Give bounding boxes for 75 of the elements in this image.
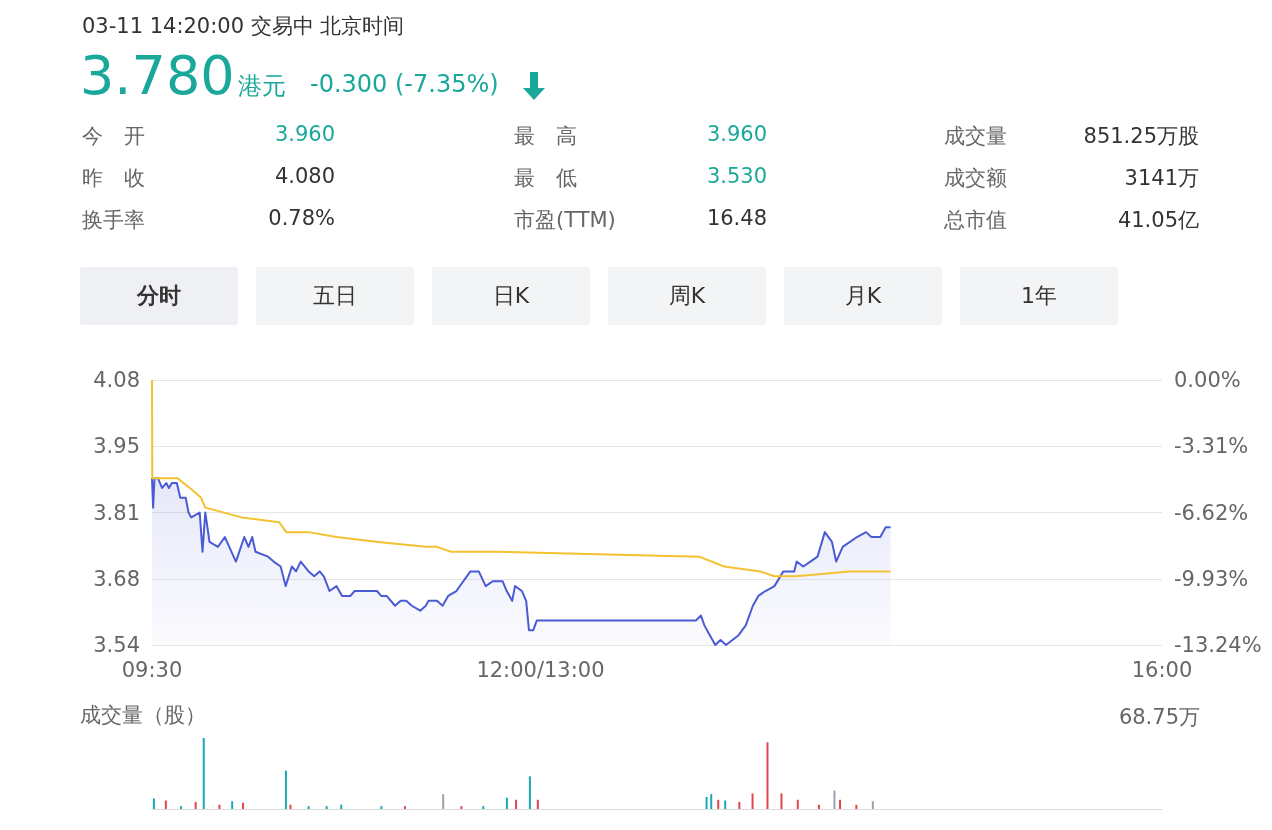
text: 03-11 14:20:00 交易中 北京时间 bbox=[82, 13, 405, 40]
text: 16.48 bbox=[706, 206, 767, 230]
bar bbox=[442, 794, 445, 809]
bar bbox=[710, 794, 713, 809]
text: 总市值 bbox=[944, 207, 1007, 234]
text: 41.05亿 bbox=[1117, 207, 1199, 234]
text: 成交额 bbox=[944, 165, 1007, 192]
y-tick-label: 3.95 bbox=[93, 434, 140, 459]
bar bbox=[839, 799, 842, 809]
y-tick-label: 3.68 bbox=[93, 566, 140, 591]
bar bbox=[528, 776, 531, 809]
text: -0.300 (-7.35%) bbox=[310, 70, 499, 98]
text: 3141万 bbox=[1124, 165, 1199, 192]
text: 分时 bbox=[80, 267, 238, 325]
bar bbox=[403, 806, 406, 809]
bar bbox=[705, 796, 708, 809]
bar bbox=[152, 798, 155, 809]
text: 最 高 bbox=[514, 123, 577, 150]
text: 最 低 bbox=[514, 165, 577, 192]
bar bbox=[505, 797, 508, 809]
bar bbox=[515, 799, 518, 809]
text: 换手率 bbox=[82, 207, 145, 234]
y-tick-label: 3.81 bbox=[93, 500, 140, 525]
y2-tick-label: 0.00% bbox=[1174, 368, 1241, 392]
text: 0.78% bbox=[268, 206, 335, 230]
y2-tick-label: -3.31% bbox=[1174, 434, 1249, 459]
text: 3.960 bbox=[274, 122, 335, 146]
text: 昨 收 bbox=[82, 165, 145, 192]
y2-tick-label: -6.62% bbox=[1174, 500, 1249, 525]
y2-tick-label: -13.24% bbox=[1174, 633, 1262, 657]
bar bbox=[871, 801, 874, 809]
y2-tick-label: -9.93% bbox=[1174, 566, 1249, 591]
bar bbox=[833, 790, 836, 809]
bar bbox=[796, 799, 799, 809]
x-tick-label: 16:00 bbox=[1131, 657, 1193, 682]
bar bbox=[482, 806, 485, 809]
text: 3.530 bbox=[706, 164, 767, 188]
bar bbox=[738, 801, 741, 809]
bar bbox=[460, 806, 463, 809]
bar bbox=[242, 802, 245, 809]
text: 市盈(TTM) bbox=[514, 207, 616, 234]
bar bbox=[536, 799, 539, 809]
text: 周K bbox=[608, 267, 766, 325]
bar bbox=[717, 799, 720, 809]
text: 1年 bbox=[960, 267, 1118, 325]
bar bbox=[724, 800, 727, 809]
text: 月K bbox=[784, 267, 942, 325]
bar bbox=[202, 738, 205, 809]
bar bbox=[751, 793, 754, 809]
bar bbox=[194, 801, 197, 809]
text: 851.25万股 bbox=[1083, 123, 1199, 150]
y-tick-label: 4.08 bbox=[93, 368, 140, 392]
bar bbox=[307, 806, 310, 809]
x-tick-label: 09:30 bbox=[121, 657, 183, 682]
bar bbox=[231, 801, 234, 809]
text: 成交量 bbox=[944, 123, 1007, 150]
text: 港元 bbox=[238, 71, 286, 102]
text: 4.080 bbox=[274, 164, 335, 188]
bar bbox=[380, 806, 383, 809]
text: 3.960 bbox=[706, 122, 767, 146]
text: 今 开 bbox=[82, 123, 145, 150]
bar bbox=[180, 806, 183, 809]
bar bbox=[325, 806, 328, 809]
text: 3.780 bbox=[80, 44, 235, 107]
y-axis-title: 成交量（股） bbox=[80, 702, 206, 727]
bar bbox=[780, 793, 783, 809]
text: 五日 bbox=[256, 267, 414, 325]
y-tick-label: 3.54 bbox=[93, 633, 140, 657]
bar bbox=[766, 742, 769, 809]
x-tick-label: 12:00/13:00 bbox=[476, 657, 605, 682]
text: 日K bbox=[432, 267, 590, 325]
bar bbox=[284, 770, 287, 809]
line-series bbox=[151, 379, 892, 578]
bar bbox=[164, 800, 167, 809]
text: 68.75万 bbox=[1118, 704, 1201, 729]
